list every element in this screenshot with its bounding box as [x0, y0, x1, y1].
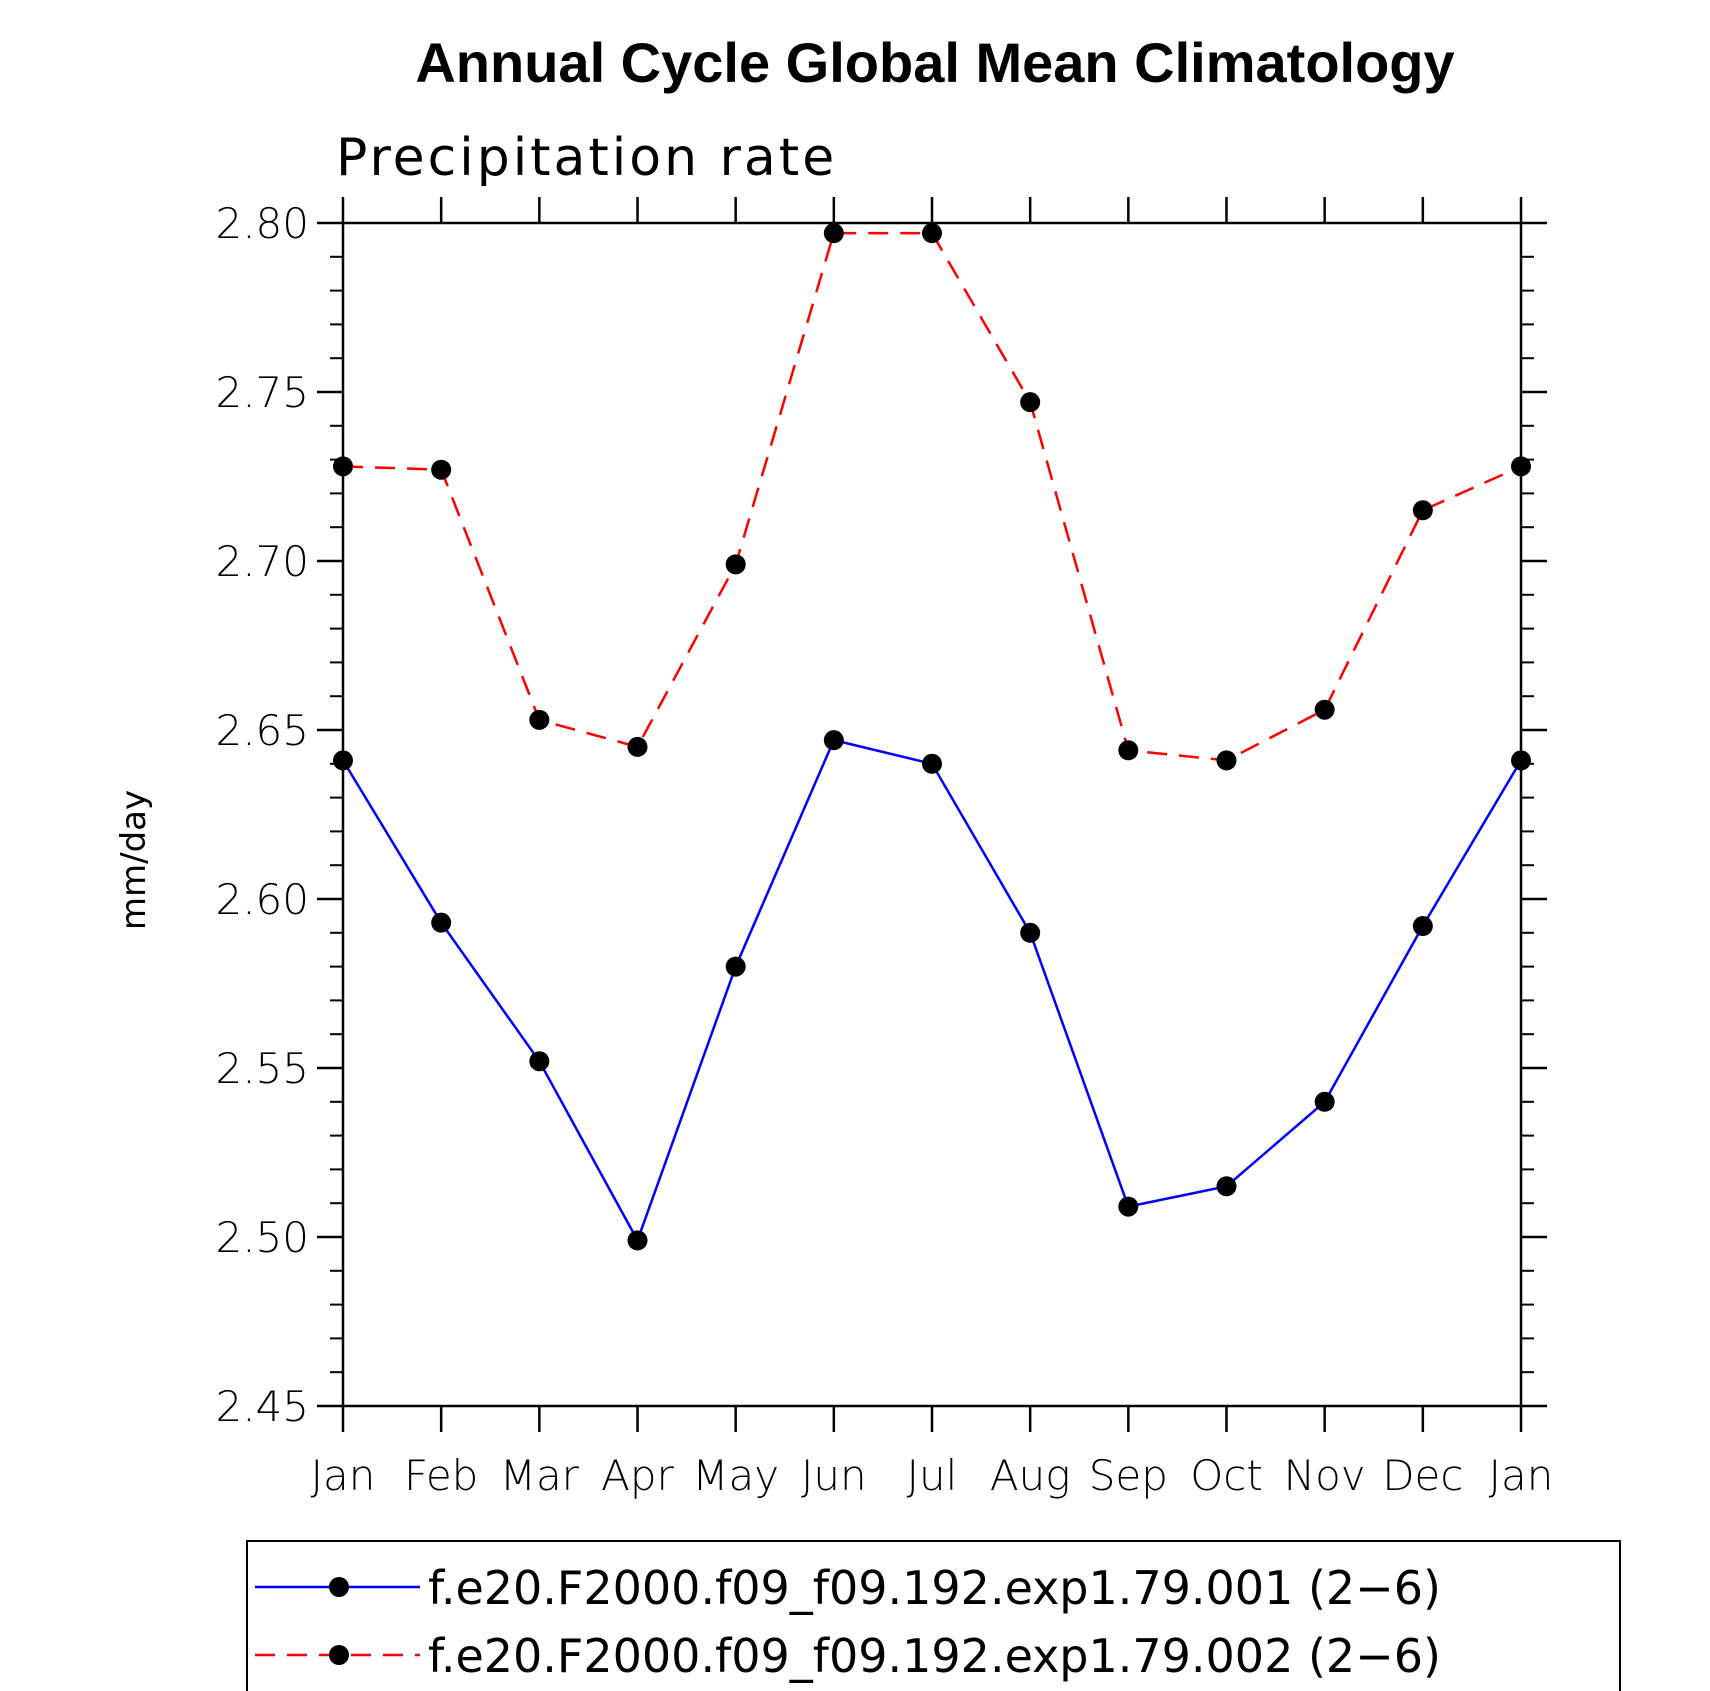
data-point-series-1	[1216, 1176, 1237, 1197]
data-point-series-2	[1412, 500, 1433, 521]
x-tick-labels: Jan Feb Mar Apr May Jun Jul Aug Sep Oct Nov Dec Jan	[311, 1451, 1554, 1500]
x-tick-label: Oct	[1190, 1451, 1263, 1500]
data-point-series-2	[823, 223, 844, 244]
x-tick-label: Apr	[601, 1451, 674, 1500]
y-tick-label: 2.75	[215, 368, 309, 417]
data-point-series-2	[431, 459, 452, 480]
legend-label-series-1: f.e20.F2000.f09_f09.192.exp1.79.001 (2−6…	[428, 1561, 1441, 1615]
data-point-series-2	[1314, 699, 1335, 720]
legend-marker-series-2	[329, 1645, 349, 1665]
data-point-series-1	[922, 753, 942, 774]
data-point-series-2	[627, 736, 648, 757]
y-tick-label: 2.70	[215, 537, 309, 586]
y-tick-label: 2.60	[215, 875, 309, 924]
data-point-series-2	[333, 456, 353, 477]
legend-marker-series-1	[329, 1577, 349, 1597]
x-tick-label: Sep	[1089, 1451, 1168, 1500]
x-tick-label: Jan	[311, 1451, 376, 1500]
y-tick-label: 2.45	[215, 1382, 309, 1431]
x-tick-label: Mar	[500, 1451, 580, 1500]
data-point-series-1	[627, 1230, 648, 1251]
chart-title: Annual Cycle Global Mean Climatology	[415, 31, 1454, 94]
x-tick-label: Nov	[1284, 1451, 1366, 1500]
y-tick-label: 2.55	[215, 1044, 309, 1093]
y-tick-label: 2.50	[215, 1213, 309, 1262]
data-point-series-2	[529, 709, 550, 730]
data-point-series-1	[1412, 916, 1433, 937]
data-point-series-1	[823, 730, 844, 751]
y-tick-labels: 2.45 2.50 2.55 2.60 2.65 2.70 2.75 2.80	[215, 199, 309, 1431]
series-markers	[333, 223, 1531, 1251]
legend-label-series-2: f.e20.F2000.f09_f09.192.exp1.79.002 (2−6…	[428, 1629, 1441, 1683]
y-tick-label: 2.65	[215, 706, 309, 755]
data-point-series-1	[1020, 922, 1041, 943]
y-axis-label: mm/day	[114, 790, 154, 930]
x-tick-label: Jun	[801, 1451, 867, 1500]
data-point-series-1	[1314, 1091, 1335, 1112]
x-tick-label: Feb	[404, 1451, 478, 1500]
data-point-series-2	[922, 223, 942, 244]
data-point-series-2	[1216, 750, 1237, 771]
x-tick-label: Jul	[907, 1451, 958, 1500]
x-tick-label: Jan	[1489, 1451, 1554, 1500]
x-tick-label: Aug	[990, 1451, 1071, 1500]
y-tick-label: 2.80	[215, 199, 309, 248]
data-point-series-2	[1511, 456, 1531, 477]
chart-subtitle: Precipitation rate	[336, 128, 837, 188]
data-point-series-1	[1118, 1196, 1139, 1217]
data-point-series-1	[1511, 750, 1531, 771]
data-point-series-1	[529, 1051, 550, 1072]
x-tick-label: Dec	[1382, 1451, 1463, 1500]
data-point-series-2	[725, 554, 746, 575]
data-point-series-1	[431, 912, 452, 933]
legend-box	[246, 1540, 1621, 1691]
data-point-series-2	[1118, 740, 1139, 761]
data-point-series-2	[1020, 392, 1041, 413]
x-tick-label: May	[692, 1451, 779, 1500]
legend: f.e20.F2000.f09_f09.192.exp1.79.001 (2−6…	[246, 1540, 1621, 1691]
data-point-series-1	[333, 750, 353, 771]
data-point-series-1	[725, 956, 746, 977]
